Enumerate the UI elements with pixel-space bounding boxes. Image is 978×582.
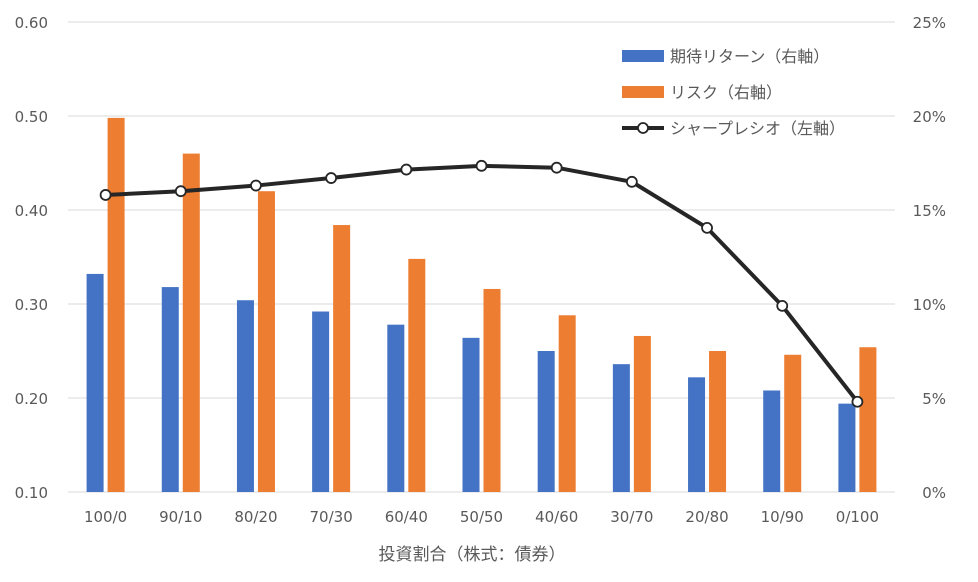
risk-bar	[408, 258, 426, 492]
return-bar	[688, 377, 706, 492]
right-axis: 0% 5% 10% 15% 20% 25%	[913, 14, 946, 502]
right-tick-label: 10%	[913, 296, 946, 314]
x-tick-label: 40/60	[535, 508, 578, 526]
x-axis-title: 投資割合（株式：債券）	[379, 545, 566, 565]
return-bar	[462, 337, 480, 492]
left-tick-label: 0.60	[15, 14, 48, 32]
right-tick-label: 0%	[922, 484, 946, 502]
sharpe-line-path	[105, 163, 859, 403]
risk-bar	[558, 315, 576, 492]
x-tick-label: 70/30	[310, 508, 353, 526]
x-tick-label: 50/50	[460, 508, 503, 526]
legend-label: シャープレシオ（左軸）	[670, 119, 845, 138]
left-tick-label: 0.30	[15, 296, 48, 314]
right-tick-label: 15%	[913, 202, 946, 220]
risk-bar	[333, 225, 351, 493]
legend-marker	[637, 122, 649, 134]
bars	[86, 117, 877, 493]
risk-bar	[483, 288, 501, 492]
left-axis: 0.10 0.20 0.30 0.40 0.50 0.60	[15, 14, 48, 502]
x-tick-label: 100/0	[84, 508, 127, 526]
risk-bar	[859, 347, 877, 492]
x-tick-label: 60/40	[385, 508, 428, 526]
x-tick-label: 0/100	[836, 508, 879, 526]
return-bar	[86, 273, 104, 492]
x-tick-label: 30/70	[610, 508, 653, 526]
return-bar	[236, 300, 254, 492]
return-bar	[612, 364, 630, 492]
legend-label: リスク（右軸）	[670, 83, 782, 102]
return-bar	[838, 403, 856, 492]
legend-swatch	[622, 86, 664, 98]
right-tick-label: 25%	[913, 14, 946, 32]
sharpe-point	[325, 172, 338, 184]
return-bar	[387, 324, 405, 492]
risk-bar	[257, 191, 275, 492]
sharpe-line	[99, 159, 864, 408]
left-tick-label: 0.50	[15, 108, 48, 126]
return-bar	[161, 287, 179, 492]
return-bar	[763, 390, 781, 492]
sharpe-point	[550, 161, 563, 174]
x-axis: 100/0 90/10 80/20 70/30 60/40 50/50 40/60 30/70…	[84, 508, 879, 526]
left-tick-label: 0.40	[15, 202, 48, 220]
risk-bar	[182, 153, 200, 492]
left-tick-label: 0.20	[15, 390, 48, 408]
risk-bar	[784, 354, 802, 492]
legend: 期待リターン（右軸） リスク（右軸） シャープレシオ（左軸）	[622, 47, 845, 138]
gridlines	[68, 21, 895, 493]
legend-label: 期待リターン（右軸）	[670, 47, 829, 66]
return-bar	[537, 351, 555, 492]
right-tick-label: 5%	[922, 390, 946, 408]
risk-bar	[709, 351, 727, 492]
sharpe-point	[625, 175, 638, 188]
legend-swatch	[622, 50, 664, 62]
sharpe-point	[250, 179, 262, 192]
risk-bar	[633, 335, 651, 492]
sharpe-point	[851, 395, 864, 408]
x-tick-label: 10/90	[761, 508, 804, 526]
sharpe-point	[400, 163, 413, 176]
x-tick-label: 90/10	[159, 508, 202, 526]
sharpe-point	[776, 299, 789, 312]
right-tick-label: 20%	[913, 108, 946, 126]
sharpe-point	[174, 185, 187, 198]
sharpe-point	[475, 159, 488, 172]
left-tick-label: 0.10	[15, 484, 48, 502]
sharpe-point	[99, 189, 112, 201]
return-bar	[312, 311, 330, 492]
x-tick-label: 80/20	[234, 508, 277, 526]
x-tick-label: 20/80	[685, 508, 728, 526]
sharpe-point	[701, 221, 713, 234]
risk-bar	[107, 117, 125, 492]
